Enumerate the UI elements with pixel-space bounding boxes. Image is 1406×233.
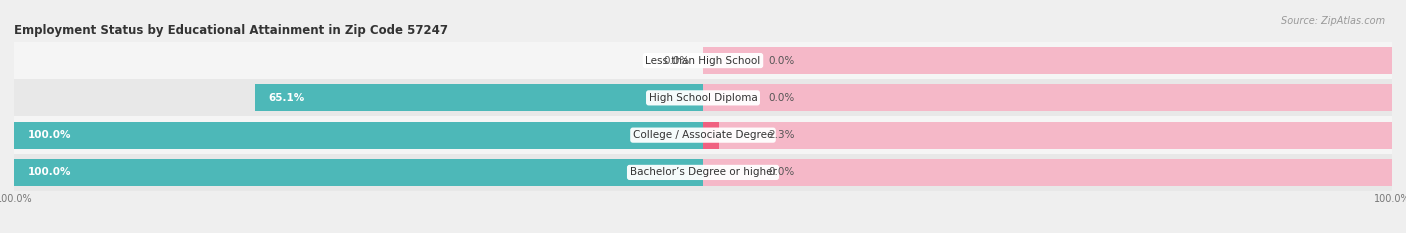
Text: 0.0%: 0.0% bbox=[769, 93, 794, 103]
Text: 65.1%: 65.1% bbox=[269, 93, 305, 103]
Bar bbox=[14, 116, 1392, 154]
Text: 100.0%: 100.0% bbox=[28, 168, 72, 177]
Text: Less than High School: Less than High School bbox=[645, 56, 761, 65]
Text: Employment Status by Educational Attainment in Zip Code 57247: Employment Status by Educational Attainm… bbox=[14, 24, 449, 37]
Bar bbox=[14, 154, 1392, 191]
Bar bbox=[14, 122, 703, 149]
Text: High School Diploma: High School Diploma bbox=[648, 93, 758, 103]
Bar bbox=[703, 47, 1392, 74]
Text: 2.3%: 2.3% bbox=[769, 130, 794, 140]
Text: 0.0%: 0.0% bbox=[664, 56, 689, 65]
Bar bbox=[703, 122, 718, 149]
Text: 0.0%: 0.0% bbox=[769, 168, 794, 177]
Text: College / Associate Degree: College / Associate Degree bbox=[633, 130, 773, 140]
Bar bbox=[254, 84, 703, 111]
Text: 100.0%: 100.0% bbox=[28, 130, 72, 140]
Text: Source: ZipAtlas.com: Source: ZipAtlas.com bbox=[1281, 16, 1385, 26]
Bar bbox=[14, 79, 1392, 116]
Bar bbox=[14, 159, 703, 186]
Bar bbox=[703, 122, 1392, 149]
Bar bbox=[703, 84, 1392, 111]
Text: Bachelor’s Degree or higher: Bachelor’s Degree or higher bbox=[630, 168, 776, 177]
Bar bbox=[703, 159, 1392, 186]
Text: 0.0%: 0.0% bbox=[769, 56, 794, 65]
Bar bbox=[14, 42, 1392, 79]
